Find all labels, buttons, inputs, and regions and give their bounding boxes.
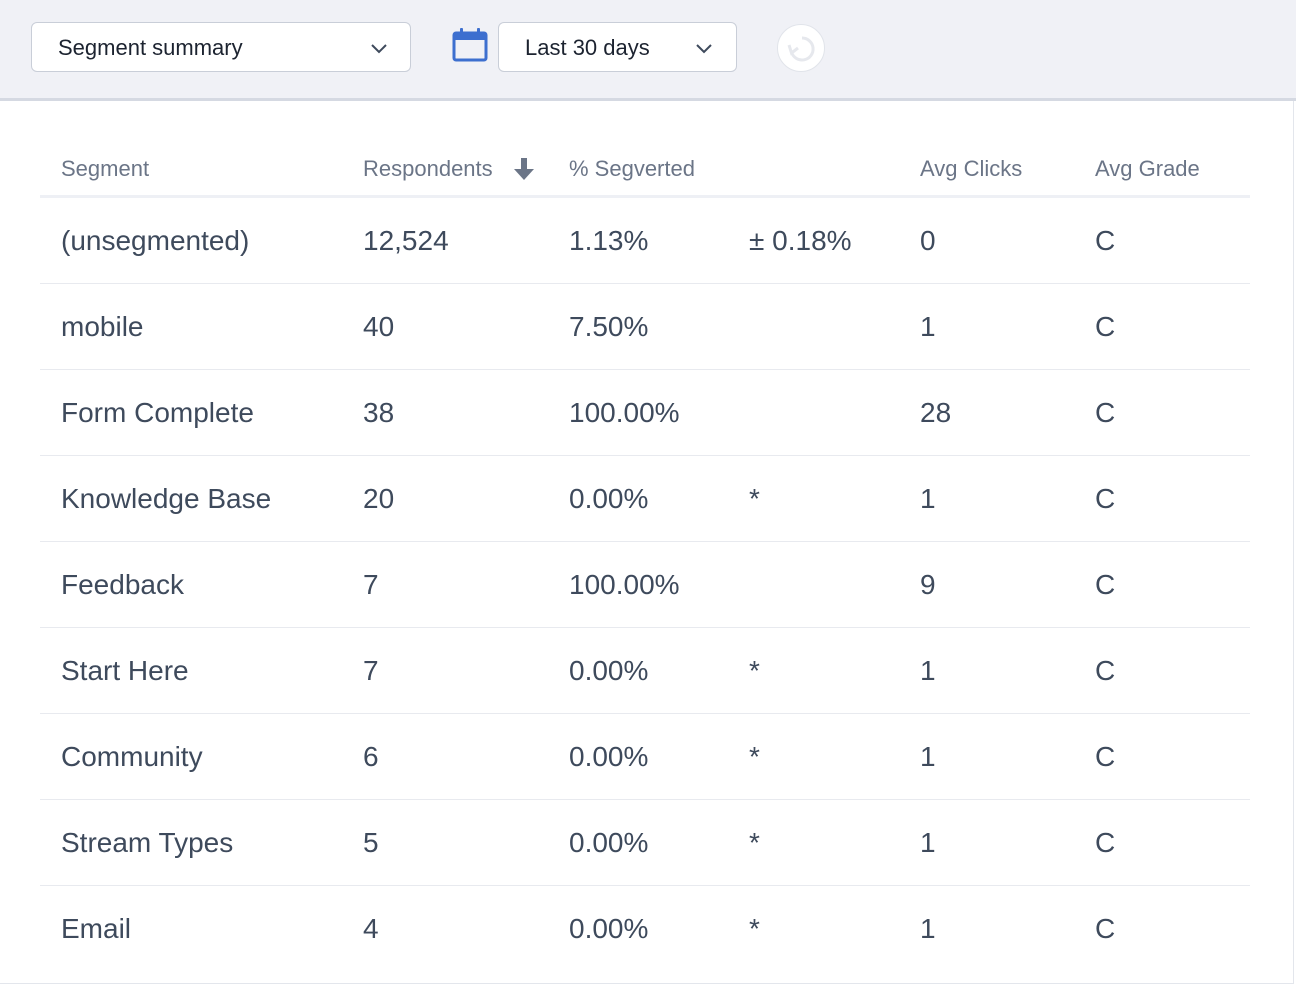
calendar-icon[interactable]: [452, 27, 488, 63]
avg-clicks-value: 1: [920, 827, 936, 858]
segment-name: Start Here: [61, 655, 189, 686]
avg-grade-value: C: [1095, 397, 1116, 428]
converted-value: 0.00%: [569, 913, 649, 944]
respondents-value: 4: [363, 913, 379, 944]
converted-value: 0.00%: [569, 827, 649, 858]
table-row[interactable]: Form Complete 38 100.00% 28 C: [40, 370, 1250, 456]
table-row[interactable]: Email 4 0.00% * 1 C: [40, 886, 1250, 972]
margin-value: ± 0.18%: [749, 225, 852, 256]
segment-select-value: Segment summary: [58, 35, 243, 60]
avg-clicks-value: 0: [920, 225, 936, 256]
avg-grade-value: C: [1095, 913, 1116, 944]
segment-name: Form Complete: [61, 397, 254, 428]
table-row[interactable]: Knowledge Base 20 0.00% * 1 C: [40, 456, 1250, 542]
date-range-value: Last 30 days: [525, 35, 650, 60]
segment-name: mobile: [61, 311, 144, 342]
arrow-down-icon[interactable]: [513, 157, 535, 181]
segment-name: Community: [61, 741, 203, 772]
table-row[interactable]: Feedback 7 100.00% 9 C: [40, 542, 1250, 628]
respondents-value: 12,524: [363, 225, 449, 256]
respondents-value: 6: [363, 741, 379, 772]
chevron-down-icon: [371, 44, 387, 54]
margin-value: *: [749, 483, 760, 514]
table-row[interactable]: Community 6 0.00% * 1 C: [40, 714, 1250, 800]
margin-value: *: [749, 913, 760, 944]
refresh-button[interactable]: [777, 24, 825, 72]
table-row[interactable]: Stream Types 5 0.00% * 1 C: [40, 800, 1250, 886]
segment-table-panel: Segment Respondents % Segverted Avg Clic…: [0, 101, 1294, 984]
avg-clicks-value: 1: [920, 655, 936, 686]
margin-value: *: [749, 741, 760, 772]
column-header-converted[interactable]: % Segverted: [569, 156, 695, 181]
segment-select[interactable]: Segment summary: [31, 22, 411, 72]
table-row[interactable]: mobile 40 7.50% 1 C: [40, 284, 1250, 370]
avg-grade-value: C: [1095, 311, 1116, 342]
converted-value: 1.13%: [569, 225, 649, 256]
chevron-down-icon: [696, 44, 712, 54]
converted-value: 100.00%: [569, 397, 680, 428]
converted-value: 7.50%: [569, 311, 649, 342]
date-range-select[interactable]: Last 30 days: [498, 22, 737, 72]
avg-grade-value: C: [1095, 225, 1116, 256]
table-header: Segment Respondents % Segverted Avg Clic…: [40, 101, 1250, 198]
toolbar: Segment summary Last 30 days: [0, 0, 1296, 101]
respondents-value: 5: [363, 827, 379, 858]
avg-grade-value: C: [1095, 569, 1116, 600]
avg-clicks-value: 9: [920, 569, 936, 600]
segment-table: Segment Respondents % Segverted Avg Clic…: [40, 101, 1250, 972]
respondents-value: 20: [363, 483, 395, 514]
avg-clicks-value: 1: [920, 483, 936, 514]
segment-name: Knowledge Base: [61, 483, 272, 514]
column-header-avg-grade[interactable]: Avg Grade: [1095, 156, 1200, 181]
margin-value: *: [749, 827, 760, 858]
avg-clicks-value: 1: [920, 311, 936, 342]
refresh-icon: [787, 36, 815, 62]
table-row[interactable]: Start Here 7 0.00% * 1 C: [40, 628, 1250, 714]
respondents-value: 40: [363, 311, 395, 342]
segment-name: Feedback: [61, 569, 184, 600]
segment-name: Email: [61, 913, 132, 944]
table-row[interactable]: (unsegmented) 12,524 1.13% ± 0.18% 0 C: [40, 198, 1250, 284]
respondents-value: 38: [363, 397, 395, 428]
avg-clicks-value: 1: [920, 741, 936, 772]
avg-clicks-value: 1: [920, 913, 936, 944]
margin-value: *: [749, 655, 760, 686]
converted-value: 100.00%: [569, 569, 680, 600]
avg-grade-value: C: [1095, 827, 1116, 858]
converted-value: 0.00%: [569, 483, 649, 514]
respondents-value: 7: [363, 655, 379, 686]
avg-grade-value: C: [1095, 741, 1116, 772]
avg-grade-value: C: [1095, 655, 1116, 686]
segment-name: (unsegmented): [61, 225, 250, 256]
segment-name: Stream Types: [61, 827, 234, 858]
converted-value: 0.00%: [569, 655, 649, 686]
column-header-avg-clicks[interactable]: Avg Clicks: [920, 156, 1023, 181]
column-header-respondents[interactable]: Respondents: [363, 156, 493, 181]
column-header-segment[interactable]: Segment: [61, 156, 150, 181]
respondents-value: 7: [363, 569, 379, 600]
converted-value: 0.00%: [569, 741, 649, 772]
avg-clicks-value: 28: [920, 397, 952, 428]
avg-grade-value: C: [1095, 483, 1116, 514]
